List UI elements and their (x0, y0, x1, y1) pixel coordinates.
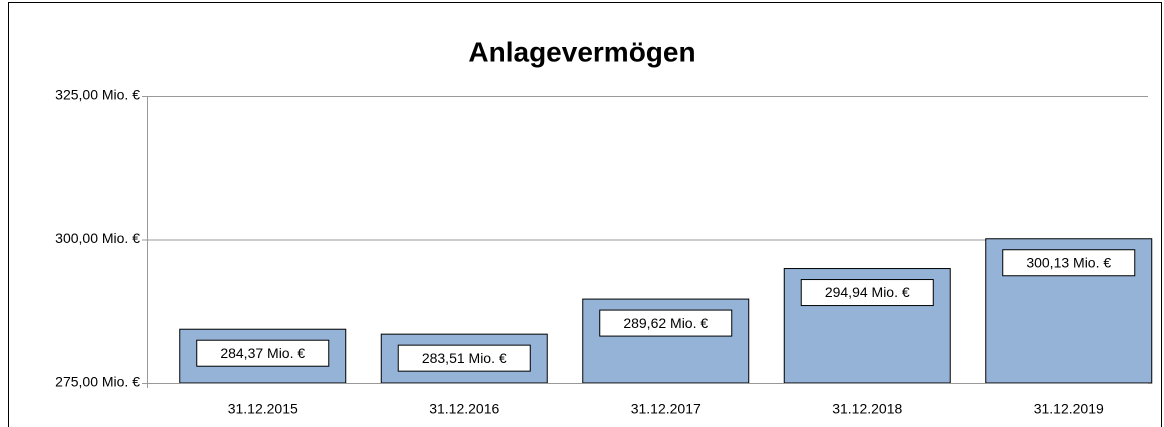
value-label-box (599, 309, 733, 337)
value-label-box (397, 344, 531, 372)
value-label: 294,94 Mio. € (825, 284, 910, 300)
x-tick-label: 31.12.2019 (1034, 401, 1104, 417)
x-tick-label: 31.12.2016 (429, 401, 499, 417)
value-label-box (1002, 249, 1136, 277)
value-label: 289,62 Mio. € (623, 315, 708, 331)
x-tick-label: 31.12.2017 (631, 401, 701, 417)
value-label-box (196, 339, 330, 367)
y-tick-label: 325,00 Mio. € (55, 87, 140, 103)
y-tick-label: 275,00 Mio. € (55, 374, 140, 390)
x-tick-label: 31.12.2018 (832, 401, 902, 417)
value-label-box (800, 279, 934, 307)
y-tick-label: 300,00 Mio. € (55, 230, 140, 246)
value-label: 284,37 Mio. € (220, 345, 305, 361)
value-label: 300,13 Mio. € (1026, 254, 1111, 270)
x-tick-label: 31.12.2015 (228, 401, 298, 417)
chart-title: Anlagevermögen (468, 36, 695, 67)
value-label: 283,51 Mio. € (422, 350, 507, 366)
